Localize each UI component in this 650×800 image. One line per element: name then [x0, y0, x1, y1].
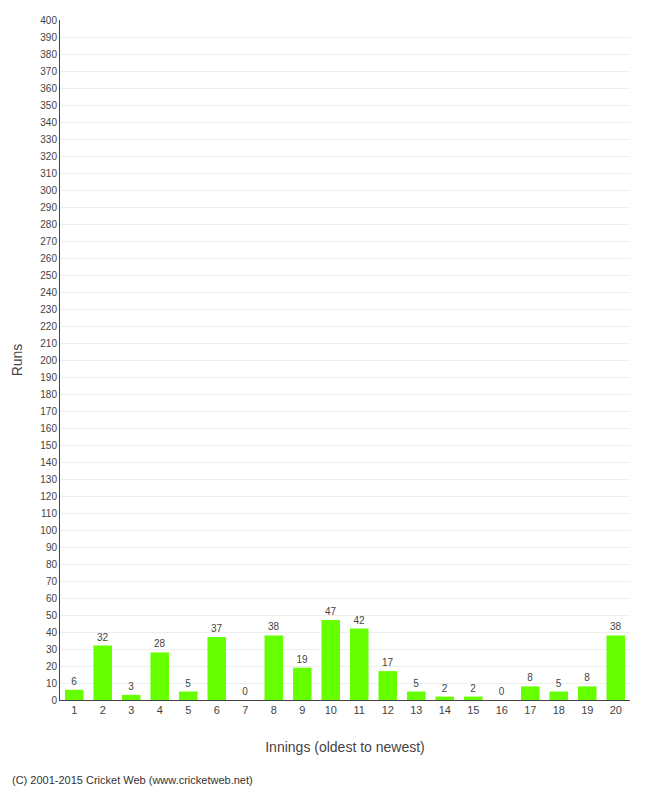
svg-text:330: 330	[40, 134, 57, 145]
svg-text:10: 10	[46, 678, 58, 689]
svg-text:37: 37	[211, 623, 223, 634]
svg-text:5: 5	[185, 704, 191, 716]
svg-text:28: 28	[154, 638, 166, 649]
svg-text:30: 30	[46, 644, 58, 655]
svg-text:5: 5	[413, 678, 419, 689]
svg-text:8: 8	[271, 704, 277, 716]
svg-text:47: 47	[325, 606, 337, 617]
svg-text:42: 42	[353, 615, 365, 626]
svg-text:3: 3	[128, 704, 134, 716]
svg-text:180: 180	[40, 389, 57, 400]
svg-text:380: 380	[40, 49, 57, 60]
svg-text:18: 18	[553, 704, 565, 716]
svg-text:210: 210	[40, 338, 57, 349]
svg-text:90: 90	[46, 542, 58, 553]
svg-text:2: 2	[442, 683, 448, 694]
svg-text:0: 0	[51, 695, 57, 706]
svg-text:15: 15	[467, 704, 479, 716]
svg-text:Innings (oldest to newest): Innings (oldest to newest)	[265, 739, 425, 755]
svg-text:11: 11	[354, 704, 365, 716]
svg-text:13: 13	[410, 704, 422, 716]
svg-text:340: 340	[40, 117, 57, 128]
svg-text:150: 150	[40, 440, 57, 451]
svg-text:16: 16	[496, 704, 508, 716]
svg-text:390: 390	[40, 32, 57, 43]
svg-text:70: 70	[46, 576, 58, 587]
svg-text:130: 130	[40, 474, 57, 485]
svg-text:110: 110	[41, 508, 57, 519]
svg-text:170: 170	[40, 406, 57, 417]
svg-text:2: 2	[470, 683, 476, 694]
svg-text:19: 19	[296, 654, 308, 665]
svg-text:300: 300	[40, 185, 57, 196]
svg-text:20: 20	[46, 661, 58, 672]
svg-text:8: 8	[527, 672, 533, 683]
svg-text:12: 12	[382, 704, 394, 716]
svg-text:8: 8	[584, 672, 590, 683]
svg-text:400: 400	[40, 15, 57, 26]
svg-text:220: 220	[40, 321, 57, 332]
svg-text:370: 370	[40, 66, 57, 77]
svg-text:Runs: Runs	[9, 344, 25, 377]
svg-text:270: 270	[40, 236, 57, 247]
svg-text:7: 7	[242, 704, 248, 716]
svg-text:6: 6	[214, 704, 220, 716]
svg-text:60: 60	[46, 593, 58, 604]
svg-text:40: 40	[46, 627, 58, 638]
svg-text:290: 290	[40, 202, 57, 213]
svg-text:32: 32	[97, 632, 109, 643]
svg-text:38: 38	[268, 621, 280, 632]
svg-text:230: 230	[40, 304, 57, 315]
svg-text:190: 190	[40, 372, 57, 383]
svg-text:17: 17	[382, 657, 394, 668]
svg-text:19: 19	[581, 704, 593, 716]
svg-text:5: 5	[556, 678, 562, 689]
svg-text:6: 6	[71, 676, 77, 687]
svg-text:1: 1	[71, 704, 77, 716]
svg-text:120: 120	[40, 491, 57, 502]
svg-text:360: 360	[40, 83, 57, 94]
svg-text:140: 140	[40, 457, 57, 468]
svg-text:280: 280	[40, 219, 57, 230]
svg-text:4: 4	[157, 704, 163, 716]
svg-text:(C) 2001-2015 Cricket Web (www: (C) 2001-2015 Cricket Web (www.cricketwe…	[12, 774, 253, 786]
svg-text:350: 350	[40, 100, 57, 111]
svg-text:50: 50	[46, 610, 58, 621]
svg-text:200: 200	[40, 355, 57, 366]
svg-text:0: 0	[242, 686, 248, 697]
svg-text:14: 14	[439, 704, 451, 716]
svg-text:240: 240	[40, 287, 57, 298]
svg-text:20: 20	[610, 704, 622, 716]
svg-text:260: 260	[40, 253, 57, 264]
svg-text:100: 100	[40, 525, 57, 536]
svg-text:17: 17	[524, 704, 536, 716]
svg-text:80: 80	[46, 559, 58, 570]
svg-text:5: 5	[185, 678, 191, 689]
svg-text:160: 160	[40, 423, 57, 434]
svg-text:9: 9	[299, 704, 305, 716]
svg-text:3: 3	[128, 681, 134, 692]
svg-text:310: 310	[40, 168, 57, 179]
svg-text:250: 250	[40, 270, 57, 281]
svg-text:38: 38	[610, 621, 622, 632]
svg-text:2: 2	[100, 704, 106, 716]
svg-text:10: 10	[325, 704, 337, 716]
svg-text:320: 320	[40, 151, 57, 162]
svg-text:0: 0	[499, 686, 505, 697]
